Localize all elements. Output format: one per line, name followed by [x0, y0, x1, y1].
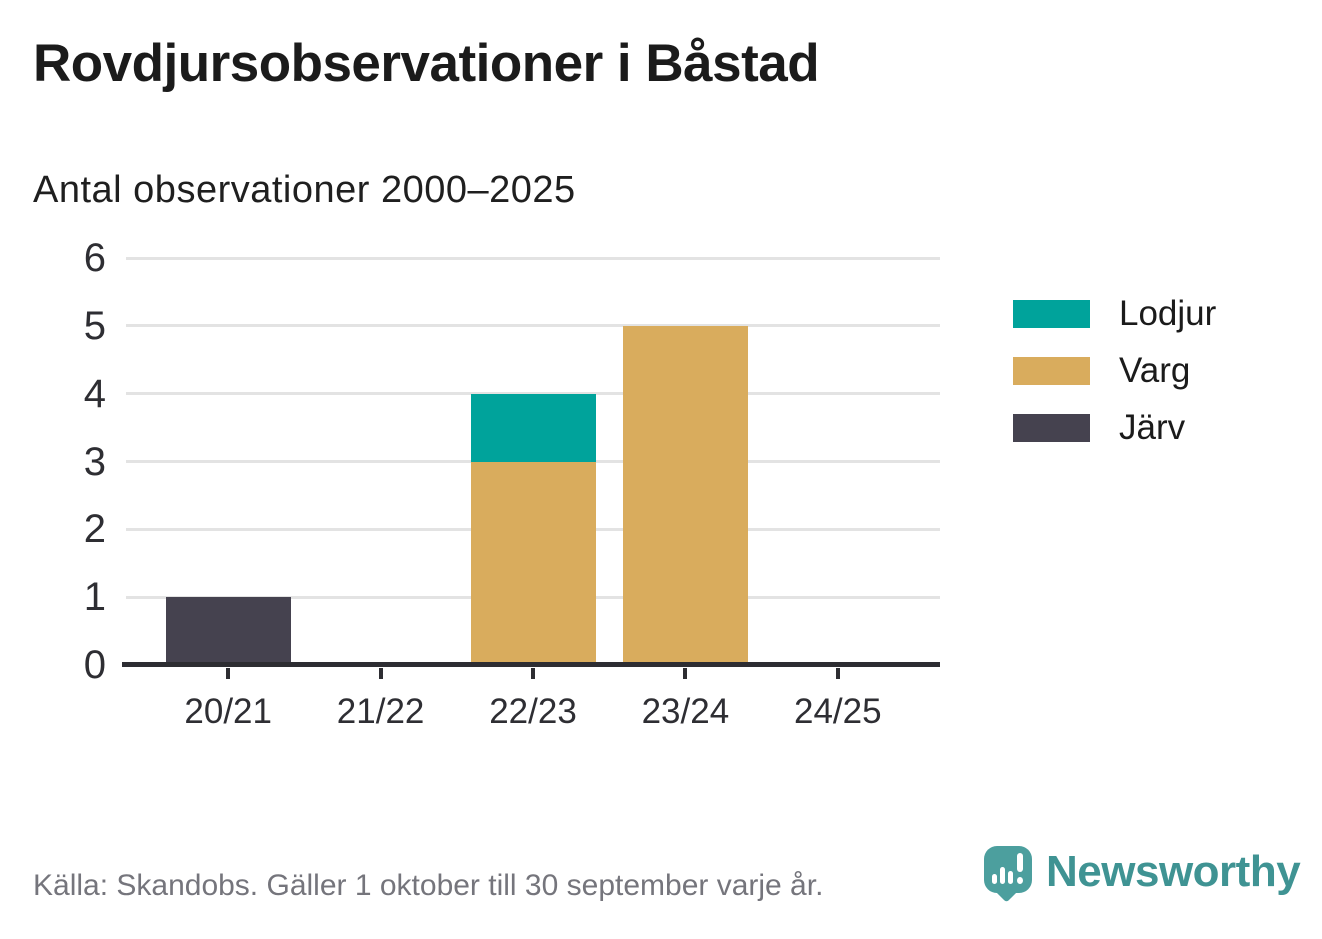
plot-area: 0 1 2 3 4 5 6 20/21 21/22 22/23 23/24 24/25	[84, 236, 940, 731]
newsworthy-logo: Newsworthy	[984, 846, 1301, 905]
y-tick-label: 1	[83, 575, 106, 620]
legend-item-varg: Varg	[1013, 351, 1216, 390]
legend-item-lodjur: Lodjur	[1013, 294, 1216, 333]
icon-exclamation	[1017, 853, 1023, 872]
gridline	[126, 324, 940, 328]
y-tick-label: 2	[83, 507, 106, 552]
icon-bar	[1000, 867, 1005, 884]
bar-segment-varg	[622, 325, 748, 665]
chart-title: Rovdjursobservationer i Båstad	[33, 34, 820, 93]
x-tick-label: 24/25	[794, 692, 882, 731]
legend: Lodjur Varg Järv	[1013, 294, 1216, 471]
legend-item-järv: Järv	[1013, 408, 1216, 447]
x-tick-label: 20/21	[184, 692, 272, 731]
icon-exclamation-dot	[1017, 877, 1023, 884]
icon-bar	[1008, 871, 1013, 884]
newsworthy-wordmark: Newsworthy	[1046, 847, 1301, 896]
chart-subtitle: Antal observationer 2000–2025	[33, 169, 576, 211]
source-note: Källa: Skandobs. Gäller 1 oktober till 3…	[33, 869, 824, 902]
gridline	[126, 392, 940, 396]
x-axis-tick	[835, 668, 840, 679]
legend-label: Lodjur	[1119, 294, 1217, 333]
y-tick-label: 3	[83, 439, 106, 484]
gridline	[126, 256, 940, 260]
bar-segment-lodjur	[470, 393, 596, 462]
legend-swatch	[1013, 357, 1090, 385]
x-tick-label: 23/24	[641, 692, 730, 731]
bar-segment-varg	[470, 461, 596, 665]
bar-segment-järv	[165, 597, 291, 665]
x-axis-tick	[531, 668, 535, 679]
y-tick-label: 5	[83, 303, 106, 348]
x-axis-tick	[683, 668, 688, 679]
newsworthy-bubble-chart-icon	[984, 846, 1032, 905]
legend-swatch	[1013, 300, 1090, 328]
y-tick-label: 6	[83, 236, 106, 280]
x-axis-tick	[226, 668, 231, 679]
x-axis-tick	[378, 668, 383, 679]
icon-bar	[992, 874, 997, 884]
x-tick-label: 22/23	[489, 692, 577, 731]
legend-label: Varg	[1119, 351, 1191, 390]
legend-label: Järv	[1119, 408, 1186, 447]
x-axis-line	[122, 662, 940, 667]
legend-swatch	[1013, 414, 1090, 442]
x-tick-label: 21/22	[336, 692, 425, 731]
y-tick-label: 0	[83, 643, 106, 687]
y-tick-label: 4	[83, 371, 106, 416]
